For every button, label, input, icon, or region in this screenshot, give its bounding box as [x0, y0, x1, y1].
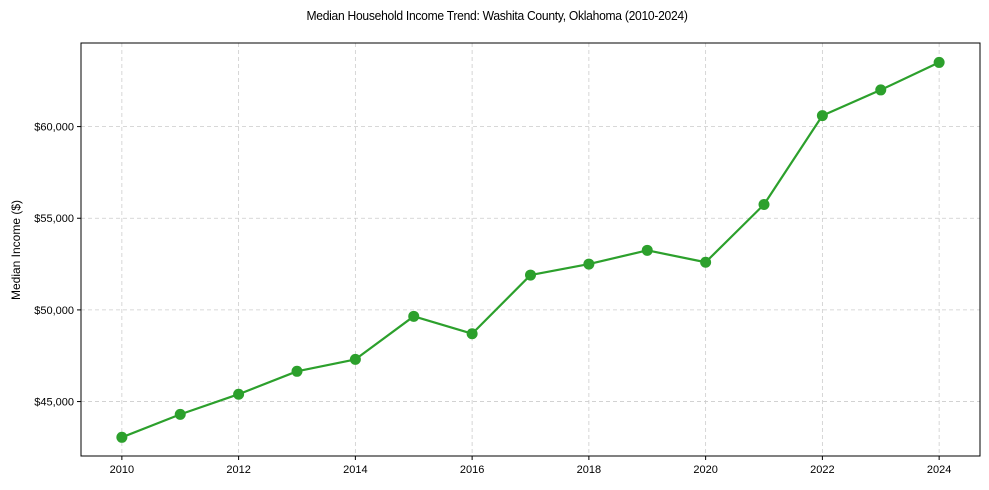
series-line: [121, 61, 940, 439]
x-tick-label: 2010: [110, 464, 134, 476]
data-point-marker: [758, 198, 770, 210]
data-point-marker: [583, 258, 595, 270]
x-axis-ticks: 2010 2012 2014 2016 2018 2020 2022 2024: [110, 456, 951, 476]
x-tick-label: 2022: [810, 464, 834, 476]
grid-lines: [81, 43, 980, 456]
x-tick-label: 2012: [226, 464, 250, 476]
y-axis-ticks: $45,000 $50,000 $55,000 $60,000: [34, 122, 81, 409]
x-tick-label: 2020: [693, 464, 717, 476]
y-axis-label: Median Income ($): [9, 200, 23, 300]
data-point-marker: [291, 365, 303, 377]
data-point-marker: [816, 110, 828, 122]
axes: [80, 42, 981, 457]
data-point-marker: [525, 269, 536, 281]
data-point-marker: [174, 408, 186, 420]
data-point-marker: [875, 84, 887, 96]
data-point-marker: [233, 388, 245, 400]
data-series: [116, 56, 945, 443]
data-point-marker: [349, 353, 361, 365]
data-point-marker: [700, 256, 712, 268]
data-point-marker: [933, 56, 945, 68]
y-tick-label: $60,000: [34, 122, 74, 134]
y-tick-label: $55,000: [34, 213, 74, 225]
data-point-marker: [116, 431, 128, 443]
data-point-marker: [466, 328, 478, 340]
plot-frame: [80, 42, 981, 457]
x-tick-label: 2024: [927, 464, 951, 476]
chart-title: Median Household Income Trend: Washita C…: [306, 8, 688, 23]
y-tick-label: $45,000: [34, 397, 74, 409]
y-tick-label: $50,000: [34, 305, 74, 317]
x-tick-label: 2018: [577, 464, 601, 476]
x-tick-label: 2014: [343, 464, 367, 476]
data-point-marker: [641, 244, 653, 256]
x-tick-label: 2016: [460, 464, 484, 476]
data-point-marker: [408, 310, 420, 322]
